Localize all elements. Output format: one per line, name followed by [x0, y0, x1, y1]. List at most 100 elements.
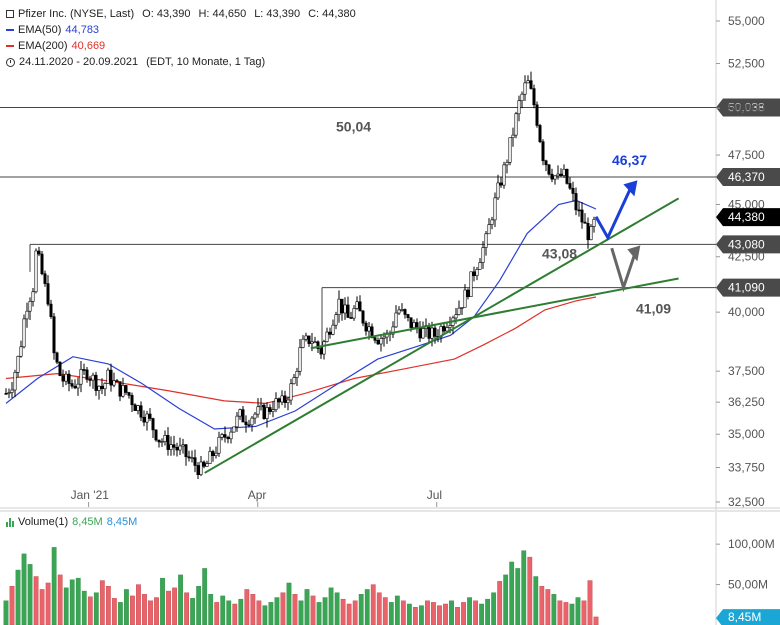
candle-body — [250, 417, 254, 426]
candle-body — [253, 413, 257, 419]
candle-body — [82, 369, 86, 371]
candle-body — [448, 325, 452, 328]
candle-body — [286, 399, 290, 403]
date-range-note: (EDT, 10 Monate, 1 Tag) — [146, 56, 266, 68]
volume-bar — [117, 602, 123, 625]
candle-body — [475, 269, 479, 277]
candle-body — [466, 289, 470, 297]
candle-body — [196, 465, 200, 475]
candle-body — [394, 312, 398, 328]
candle-body — [574, 193, 578, 211]
ema200-line — [5, 296, 597, 405]
arrowhead-icon — [627, 245, 641, 262]
candle-body — [556, 173, 560, 177]
volume-bar — [154, 597, 159, 625]
ohlc-close: C: 44,380 — [308, 8, 356, 20]
candle-body — [43, 273, 47, 284]
volume-bar — [328, 587, 334, 625]
volume-bar — [497, 581, 503, 625]
ema50-label: EMA(50) — [18, 24, 62, 36]
candle-body — [151, 418, 155, 431]
volume-bar — [39, 589, 45, 625]
legend-title-row: Pfizer Inc. (NYSE, Last) O: 43,390 H: 44… — [6, 6, 356, 22]
price-tick-label: 40,000 — [728, 305, 765, 319]
volume-bar — [226, 600, 232, 625]
candle-body — [568, 183, 572, 189]
volume-bar — [473, 600, 478, 625]
candle-body — [586, 223, 590, 241]
volume-bar — [81, 590, 87, 625]
candle-body — [268, 407, 272, 412]
current-volume-label: 8,45M — [728, 610, 761, 624]
volume-bar — [382, 597, 388, 625]
candle-body — [373, 337, 377, 341]
candle-body — [580, 209, 584, 223]
candle-body — [553, 175, 557, 180]
candle-body — [358, 301, 362, 312]
candle-body — [463, 289, 467, 308]
candle-body — [418, 328, 422, 339]
candle-body — [583, 221, 587, 224]
volume-bar — [388, 602, 394, 625]
candle-body — [346, 304, 350, 318]
volume-bar — [3, 600, 9, 625]
candle-body — [223, 434, 227, 438]
candle-body — [28, 301, 32, 312]
candle-body — [118, 381, 122, 397]
candle-body — [40, 253, 44, 275]
level-annotation: 50,04 — [336, 118, 371, 134]
candle-body — [271, 409, 275, 412]
candle-body — [211, 451, 215, 456]
time-tick-label: Jul — [427, 488, 442, 502]
volume-bar — [449, 600, 454, 625]
price-tick-label: 32,500 — [728, 495, 765, 509]
candle-body — [46, 283, 50, 305]
candle-body — [241, 409, 245, 423]
support-trendline — [310, 277, 679, 350]
candle-body — [175, 447, 179, 451]
volume-bar — [262, 605, 268, 625]
candle-body — [379, 338, 383, 345]
time-tick-label: Apr — [248, 488, 267, 502]
volume-bar — [461, 602, 466, 625]
candle-body — [31, 291, 35, 302]
candle-body — [532, 88, 536, 106]
legend-ema200-row: EMA(200) 40,669 — [6, 38, 356, 54]
candle-body — [67, 373, 71, 384]
candle-body — [127, 392, 131, 396]
rising-trendline — [204, 197, 680, 474]
volume-bar — [503, 574, 509, 625]
volume-bar — [509, 561, 515, 625]
candle-body — [88, 379, 92, 381]
candle-body — [367, 326, 371, 332]
candle-body — [160, 441, 164, 443]
checkbox-icon[interactable] — [6, 10, 14, 18]
volume-bar — [286, 582, 292, 625]
candle-body — [34, 250, 38, 293]
candle-body — [565, 168, 569, 184]
volume-bar — [196, 586, 202, 625]
candle-body — [454, 314, 458, 319]
candle-body — [334, 314, 338, 326]
volume-tick-label: 100,00M — [728, 537, 775, 551]
price-tick-label: 50,000 — [728, 101, 765, 115]
candle-body — [103, 383, 107, 390]
instrument-title: Pfizer Inc. (NYSE, Last) — [18, 8, 135, 20]
candle-body — [310, 341, 314, 344]
candle-body — [349, 317, 353, 319]
ema50-value: 44,783 — [65, 24, 100, 36]
candle-body — [490, 219, 494, 225]
volume-bar — [322, 597, 328, 625]
volume-bar — [105, 586, 111, 625]
candle-body — [319, 348, 323, 355]
price-tick-label: 52,500 — [728, 57, 765, 71]
volume-label: Volume(1) — [18, 516, 69, 528]
volume-bar — [563, 602, 569, 625]
candle-body — [22, 318, 26, 348]
candle-body — [325, 331, 329, 342]
price-tick-label: 47,500 — [728, 148, 765, 162]
candle-body — [85, 369, 89, 380]
candle-body — [412, 322, 416, 328]
candle-body — [274, 398, 278, 410]
